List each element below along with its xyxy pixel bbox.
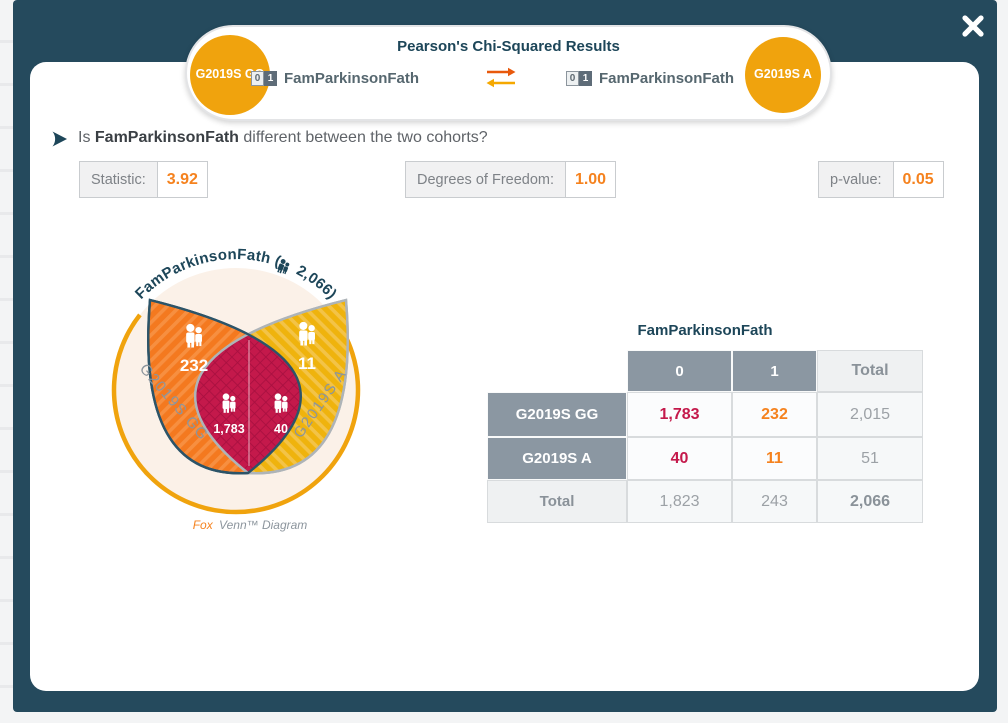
variable-name-left: FamParkinsonFath — [284, 70, 420, 87]
table-row-header: G2019S A — [487, 437, 627, 480]
variable-chip-right: 0 1 FamParkinsonFath — [566, 70, 734, 87]
variable-chip-left: 0 1 FamParkinsonFath — [251, 70, 419, 87]
table-col-header-0: 0 — [627, 350, 732, 392]
venn-outer-ring — [111, 313, 361, 515]
contingency-table: 0 1 Total G2019S GG 1,783 232 2,015 G201… — [487, 350, 923, 523]
table-cell-row-total: 51 — [817, 437, 923, 480]
venn-right-count: 11 — [298, 354, 316, 373]
page-background-strip — [0, 0, 13, 723]
p-value-label: p-value: — [818, 161, 894, 198]
table-cell: 1,783 — [627, 392, 732, 437]
table-cell: 11 — [732, 437, 817, 480]
close-button[interactable] — [956, 9, 990, 43]
dof-label: Degrees of Freedom: — [405, 161, 567, 198]
dof-value: 1.00 — [566, 161, 617, 198]
binary-variable-icon: 0 1 — [251, 71, 277, 86]
fox-venn-diagram: FamParkinsonFath ( 2,066) 232 11 1,783 4… — [111, 246, 361, 532]
table-corner-cell — [487, 350, 627, 392]
table-row-header: G2019S GG — [487, 392, 627, 437]
table-col-header-1: 1 — [732, 350, 817, 392]
venn-left-outline — [147, 298, 302, 475]
p-value-value: 0.05 — [893, 161, 944, 198]
table-cell: 232 — [732, 392, 817, 437]
table-cell-row-total: 2,015 — [817, 392, 923, 437]
binary-variable-icon: 0 1 — [566, 71, 592, 86]
table-cell-col-total: 243 — [732, 480, 817, 523]
venn-overlap-right-count: 40 — [274, 422, 288, 436]
question-arrow-icon — [52, 131, 67, 147]
modal-title: Pearson's Chi-Squared Results — [397, 38, 620, 55]
table-cell: 40 — [627, 437, 732, 480]
table-col-header-total: Total — [817, 350, 923, 392]
question-variable: FamParkinsonFath — [94, 129, 239, 146]
table-cell-col-total: 1,823 — [627, 480, 732, 523]
question-text: Is FamParkinsonFath different between th… — [78, 129, 488, 147]
venn-caption: Fox Venn™ Diagram — [193, 518, 308, 532]
statistic-label: Statistic: — [79, 161, 158, 198]
question-prefix: Is — [78, 129, 91, 146]
question-suffix: different between the two cohorts? — [243, 129, 488, 146]
statistic-value: 3.92 — [157, 161, 208, 198]
cohort-badge-right: G2019S A — [745, 37, 821, 113]
table-cell-grand-total: 2,066 — [817, 480, 923, 523]
contingency-table-section: FamParkinsonFath 0 1 Total G2019S GG 1,7… — [487, 322, 923, 523]
variable-name-right: FamParkinsonFath — [599, 70, 735, 87]
venn-overlap-left-count: 1,783 — [213, 422, 244, 436]
degrees-of-freedom-box: Degrees of Freedom: 1.00 — [405, 161, 617, 198]
results-header: Pearson's Chi-Squared Results G2019S GG … — [185, 25, 832, 121]
table-total-row-header: Total — [487, 480, 627, 523]
venn-left-count: 232 — [180, 356, 208, 375]
statistic-box: Statistic: 3.92 — [79, 161, 208, 198]
close-icon — [962, 15, 984, 37]
swap-arrows-icon — [486, 67, 516, 88]
table-title: FamParkinsonFath — [637, 322, 773, 339]
p-value-box: p-value: 0.05 — [818, 161, 944, 198]
